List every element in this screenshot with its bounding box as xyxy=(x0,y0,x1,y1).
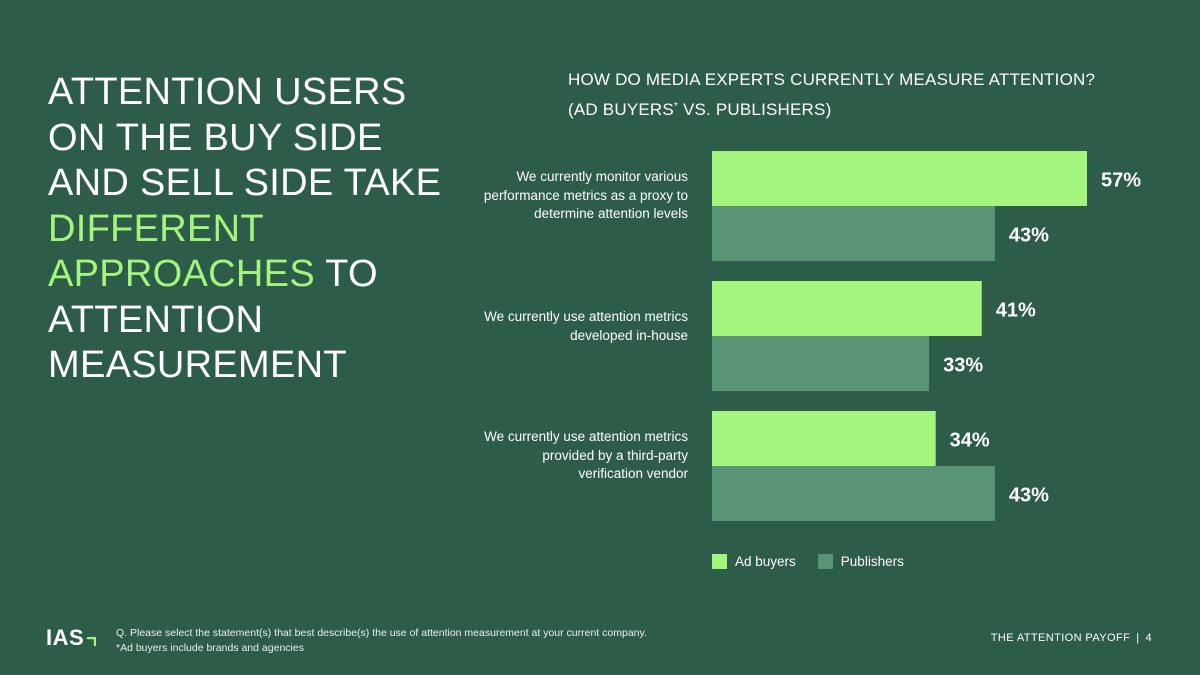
footnote-note: *Ad buyers include brands and agencies xyxy=(116,642,304,654)
bar-ad-buyers-1 xyxy=(712,151,1087,206)
headline: ATTENTION USERS ON THE BUY SIDE AND SELL… xyxy=(48,70,468,389)
legend-label-ad-buyers: Ad buyers xyxy=(735,554,796,569)
data-label-ad-buyers-1: 57% xyxy=(1101,170,1141,192)
chart-subtitle-mark: * xyxy=(673,101,679,112)
chart-title-block: HOW DO MEDIA EXPERTS CURRENTLY MEASURE A… xyxy=(568,66,1168,123)
bar-publishers-1 xyxy=(712,206,995,261)
report-name: THE ATTENTION PAYOFF xyxy=(990,632,1131,644)
page-number: 4 xyxy=(1145,632,1152,644)
headline-part-1: ATTENTION USERS ON THE BUY SIDE AND SELL… xyxy=(48,71,442,204)
footer-separator: | xyxy=(1136,632,1140,644)
chart-subtitle: (AD BUYERS* VS. PUBLISHERS) xyxy=(568,93,1168,123)
logo-corner-icon xyxy=(87,637,97,646)
logo-text: IAS xyxy=(46,625,85,650)
legend-swatch-ad-buyers xyxy=(712,554,727,569)
category-label-2: We currently use attention metrics devel… xyxy=(484,309,688,343)
page-footer: THE ATTENTION PAYOFF | 4 xyxy=(991,632,1152,644)
legend-label-publishers: Publishers xyxy=(840,554,904,569)
chart-legend: Ad buyers Publishers xyxy=(712,554,904,569)
bar-ad-buyers-3 xyxy=(712,411,936,466)
chart-subtitle-prefix: (AD BUYERS xyxy=(568,100,674,119)
data-label-publishers-2: 33% xyxy=(943,355,983,377)
legend-item-publishers: Publishers xyxy=(817,554,904,569)
category-label-3: We currently use attention metrics provi… xyxy=(484,429,688,481)
data-label-ad-buyers-3: 34% xyxy=(950,430,990,452)
data-label-publishers-1: 43% xyxy=(1009,225,1049,247)
headline-accent: DIFFERENT APPROACHES xyxy=(48,207,315,296)
legend-swatch-publishers xyxy=(817,554,833,569)
bar-ad-buyers-2 xyxy=(712,281,982,336)
headline-part-2: TO ATTENTION MEASUREMENT xyxy=(48,253,378,386)
bar-publishers-3 xyxy=(712,466,995,521)
ias-logo: IAS xyxy=(46,625,97,651)
legend-item-ad-buyers: Ad buyers xyxy=(712,554,796,569)
chart-title: HOW DO MEDIA EXPERTS CURRENTLY MEASURE A… xyxy=(568,70,1096,89)
data-label-publishers-3: 43% xyxy=(1009,485,1049,507)
footnote: Q. Please select the statement(s) that b… xyxy=(116,626,647,656)
data-label-ad-buyers-2: 41% xyxy=(996,300,1036,322)
chart-subtitle-suffix: VS. PUBLISHERS) xyxy=(678,100,832,119)
category-label-1: We currently monitor various performance… xyxy=(483,169,688,221)
bar-publishers-2 xyxy=(712,336,930,391)
footnote-question: Q. Please select the statement(s) that b… xyxy=(116,627,647,639)
